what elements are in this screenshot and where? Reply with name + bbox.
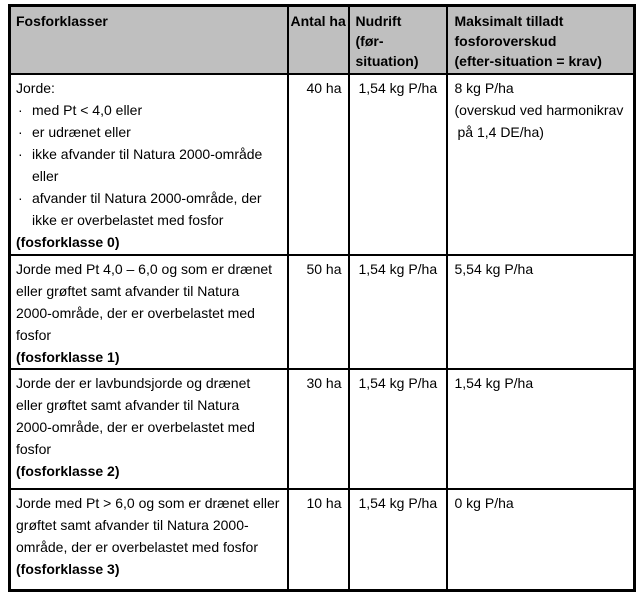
table-row-fosforklasse-3: Jorde med Pt > 6,0 og som er drænet elle… xyxy=(8,488,636,591)
description-line: område, der er overbelastet med fosfor xyxy=(16,539,259,555)
header-antal-ha-label: Antal ha xyxy=(290,13,346,29)
cell-antal-ha: 30 ha xyxy=(286,368,350,490)
maksimalt-note-line: på 1,4 DE/ha) xyxy=(457,124,544,140)
description-line: eller grøftet samt afvander til Natura xyxy=(16,397,240,413)
header-nudrift-line: Nudrift xyxy=(355,13,402,29)
bullet-dot-icon: · xyxy=(18,146,23,162)
header-cell-fosforklasser: Fosforklasser xyxy=(8,4,289,75)
bullet-dot-icon: · xyxy=(18,190,23,206)
bullet-dot-icon: · xyxy=(18,124,23,140)
bullet-item: · ikke afvander til Natura 2000-område e… xyxy=(16,143,284,187)
description-line: 2000-område, der er overbelastet med xyxy=(16,305,255,321)
row-intro: Jorde: xyxy=(16,80,55,96)
fosforklasse-label: (fosforklasse 0) xyxy=(16,234,120,250)
header-cell-nudrift: Nudrift (før- situation) xyxy=(347,4,448,75)
maksimalt-note-line: (overskud ved harmonikrav xyxy=(454,102,624,118)
fosforklasse-label: (fosforklasse 1) xyxy=(16,349,120,365)
antal-ha-value: 50 ha xyxy=(306,261,342,277)
cell-description-fosforklasse-3: Jorde med Pt > 6,0 og som er drænet elle… xyxy=(8,488,289,591)
description-line: Jorde med Pt > 6,0 og som er drænet elle… xyxy=(16,495,280,511)
table-row-fosforklasse-2: Jorde der er lavbundsjorde og drænet ell… xyxy=(8,368,636,490)
cell-description-fosforklasse-2: Jorde der er lavbundsjorde og drænet ell… xyxy=(8,368,289,490)
fosforklasser-table: Fosforklasser Antal ha Nudrift (før- sit… xyxy=(8,4,636,592)
bullet-text: eller xyxy=(32,168,59,184)
bullet-text: med Pt < 4,0 eller xyxy=(32,102,143,118)
cell-nudrift: 1,54 kg P/ha xyxy=(347,254,448,370)
header-maksimalt-line: (efter-situation = krav) xyxy=(454,53,602,69)
cell-description-fosforklasse-0: Jorde: · med Pt < 4,0 eller · er udrænet… xyxy=(8,73,289,256)
cell-antal-ha: 40 ha xyxy=(286,73,350,256)
header-maksimalt-line: fosforoverskud xyxy=(454,33,557,49)
maksimalt-value: 0 kg P/ha xyxy=(454,495,514,511)
cell-maksimalt: 0 kg P/ha xyxy=(445,488,636,591)
header-cell-maksimalt: Maksimalt tilladt fosforoverskud (efter-… xyxy=(445,4,636,75)
cell-antal-ha: 10 ha xyxy=(286,488,350,591)
cell-nudrift: 1,54 kg P/ha xyxy=(347,368,448,490)
nudrift-value: 1,54 kg P/ha xyxy=(358,80,438,96)
maksimalt-value: 1,54 kg P/ha xyxy=(454,375,534,391)
bullet-item: · er udrænet eller xyxy=(16,121,284,143)
bullet-item: · afvander til Natura 2000-område, der i… xyxy=(16,187,284,231)
bullet-text: ikke er overbelastet med fosfor xyxy=(32,212,224,228)
bullet-dot-icon: · xyxy=(18,102,23,118)
maksimalt-value: 8 kg P/ha xyxy=(454,80,514,96)
fosforklasse-label: (fosforklasse 3) xyxy=(16,561,120,577)
cell-maksimalt: 5,54 kg P/ha xyxy=(445,254,636,370)
description-line: eller grøftet samt afvander til Natura xyxy=(16,283,240,299)
header-fosforklasser-label: Fosforklasser xyxy=(16,13,108,29)
description-line: 2000-område, der er overbelastet med xyxy=(16,419,255,435)
cell-maksimalt: 8 kg P/ha (overskud ved harmonikrav på 1… xyxy=(445,73,636,256)
nudrift-value: 1,54 kg P/ha xyxy=(358,261,438,277)
table-row-fosforklasse-1: Jorde med Pt 4,0 – 6,0 og som er drænet … xyxy=(8,254,636,370)
description-line: fosfor xyxy=(16,441,52,457)
header-maksimalt-line: Maksimalt tilladt xyxy=(454,13,564,29)
description-line: grøftet samt afvander til Natura 2000- xyxy=(16,517,249,533)
bullet-text: er udrænet eller xyxy=(32,124,131,140)
bullet-item: · med Pt < 4,0 eller xyxy=(16,99,284,121)
cell-nudrift: 1,54 kg P/ha xyxy=(347,488,448,591)
table-row-fosforklasse-0: Jorde: · med Pt < 4,0 eller · er udrænet… xyxy=(8,73,636,256)
antal-ha-value: 40 ha xyxy=(306,80,342,96)
cell-nudrift: 1,54 kg P/ha xyxy=(347,73,448,256)
antal-ha-value: 10 ha xyxy=(306,495,342,511)
header-row: Fosforklasser Antal ha Nudrift (før- sit… xyxy=(8,4,636,75)
description-line: Jorde med Pt 4,0 – 6,0 og som er drænet xyxy=(16,261,273,277)
cell-maksimalt: 1,54 kg P/ha xyxy=(445,368,636,490)
header-nudrift-line: (før- xyxy=(355,33,384,49)
nudrift-value: 1,54 kg P/ha xyxy=(358,375,438,391)
cell-antal-ha: 50 ha xyxy=(286,254,350,370)
antal-ha-value: 30 ha xyxy=(306,375,342,391)
cell-description-fosforklasse-1: Jorde med Pt 4,0 – 6,0 og som er drænet … xyxy=(8,254,289,370)
bullet-text: afvander til Natura 2000-område, der xyxy=(32,190,262,206)
maksimalt-value: 5,54 kg P/ha xyxy=(454,261,534,277)
nudrift-value: 1,54 kg P/ha xyxy=(358,495,438,511)
bullet-text: ikke afvander til Natura 2000-område xyxy=(32,146,263,162)
header-cell-antal-ha: Antal ha xyxy=(286,4,350,75)
fosforklasse-label: (fosforklasse 2) xyxy=(16,463,120,479)
description-line: Jorde der er lavbundsjorde og drænet xyxy=(16,375,251,391)
header-nudrift-line: situation) xyxy=(355,53,419,69)
description-line: fosfor xyxy=(16,327,52,343)
